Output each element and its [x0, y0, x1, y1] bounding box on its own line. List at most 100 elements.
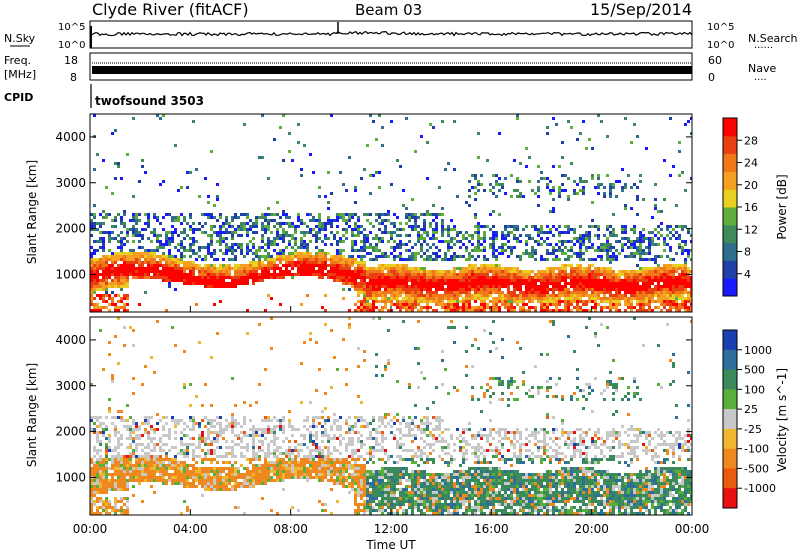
power-heatmap-cells: [90, 114, 692, 312]
heatmap-cell: [606, 297, 609, 300]
heatmap-cell: [105, 437, 108, 440]
heatmap-cell: [447, 225, 450, 228]
heatmap-cell: [102, 509, 105, 512]
heatmap-cell: [393, 222, 396, 225]
heatmap-cell: [168, 213, 171, 216]
heatmap-cell: [213, 279, 216, 282]
heatmap-cell: [579, 291, 582, 294]
heatmap-cell: [183, 500, 186, 503]
heatmap-cell: [471, 243, 474, 246]
heatmap-cell: [162, 255, 165, 258]
heatmap-cell: [189, 216, 192, 219]
heatmap-cell: [279, 303, 282, 306]
heatmap-cell: [513, 225, 516, 228]
heatmap-cell: [231, 285, 234, 288]
heatmap-cell: [516, 297, 519, 300]
heatmap-cell: [117, 440, 120, 443]
heatmap-cell: [438, 249, 441, 252]
heatmap-cell: [378, 282, 381, 285]
heatmap-cell: [627, 276, 630, 279]
heatmap-cell: [156, 455, 159, 458]
heatmap-cell: [477, 249, 480, 252]
heatmap-cell: [159, 273, 162, 276]
heatmap-cell: [240, 234, 243, 237]
heatmap-cell: [312, 255, 315, 258]
heatmap-cell: [492, 225, 495, 228]
heatmap-cell: [687, 297, 690, 300]
heatmap-cell: [141, 476, 144, 479]
heatmap-cell: [201, 449, 204, 452]
heatmap-cell: [249, 473, 252, 476]
heatmap-cell: [498, 270, 501, 273]
heatmap-cell: [147, 255, 150, 258]
heatmap-cell: [546, 285, 549, 288]
heatmap-cell: [357, 285, 360, 288]
heatmap-cell: [606, 288, 609, 291]
heatmap-cell: [147, 431, 150, 434]
heatmap-cell: [264, 416, 267, 419]
heatmap-cell: [669, 117, 672, 120]
heatmap-cell: [480, 291, 483, 294]
heatmap-cell: [444, 309, 447, 312]
heatmap-cell: [105, 300, 108, 303]
heatmap-cell: [591, 291, 594, 294]
heatmap-cell: [531, 252, 534, 255]
heatmap-cell: [201, 461, 204, 464]
heatmap-cell: [606, 291, 609, 294]
heatmap-cell: [138, 437, 141, 440]
heatmap-cell: [234, 485, 237, 488]
heatmap-cell: [444, 273, 447, 276]
heatmap-cell: [498, 288, 501, 291]
heatmap-cell: [366, 246, 369, 249]
heatmap-cell: [405, 306, 408, 309]
heatmap-cell: [624, 309, 627, 312]
heatmap-cell: [96, 437, 99, 440]
heatmap-cell: [237, 246, 240, 249]
heatmap-cell: [447, 279, 450, 282]
heatmap-cell: [648, 309, 651, 312]
heatmap-cell: [285, 264, 288, 267]
heatmap-cell: [123, 279, 126, 282]
heatmap-cell: [222, 488, 225, 491]
heatmap-cell: [591, 270, 594, 273]
heatmap-cell: [270, 264, 273, 267]
heatmap-cell: [318, 195, 321, 198]
heatmap-cell: [279, 234, 282, 237]
heatmap-cell: [675, 270, 678, 273]
heatmap-cell: [213, 470, 216, 473]
heatmap-cell: [387, 219, 390, 222]
heatmap-cell: [135, 252, 138, 255]
heatmap-cell: [435, 291, 438, 294]
heatmap-cell: [141, 234, 144, 237]
heatmap-cell: [414, 270, 417, 273]
heatmap-cell: [573, 243, 576, 246]
heatmap-cell: [423, 222, 426, 225]
heatmap-cell: [684, 285, 687, 288]
heatmap-cell: [636, 252, 639, 255]
heatmap-cell: [435, 270, 438, 273]
heatmap-cell: [468, 300, 471, 303]
heatmap-cell: [627, 279, 630, 282]
heatmap-cell: [273, 267, 276, 270]
heatmap-cell: [684, 309, 687, 312]
heatmap-cell: [465, 276, 468, 279]
heatmap-cell: [90, 267, 93, 270]
heatmap-cell: [546, 306, 549, 309]
heatmap-cell: [612, 288, 615, 291]
heatmap-cell: [360, 300, 363, 303]
heatmap-cell: [504, 225, 507, 228]
heatmap-cell: [492, 186, 495, 189]
heatmap-cell: [471, 294, 474, 297]
heatmap-cell: [279, 270, 282, 273]
heatmap-cell: [204, 282, 207, 285]
heatmap-cell: [642, 273, 645, 276]
heatmap-cell: [318, 270, 321, 273]
heatmap-cell: [471, 270, 474, 273]
heatmap-cell: [180, 479, 183, 482]
heatmap-cell: [483, 231, 486, 234]
heatmap-cell: [156, 264, 159, 267]
heatmap-cell: [180, 512, 183, 515]
heatmap-cell: [297, 261, 300, 264]
heatmap-cell: [474, 216, 477, 219]
heatmap-cell: [255, 401, 258, 404]
